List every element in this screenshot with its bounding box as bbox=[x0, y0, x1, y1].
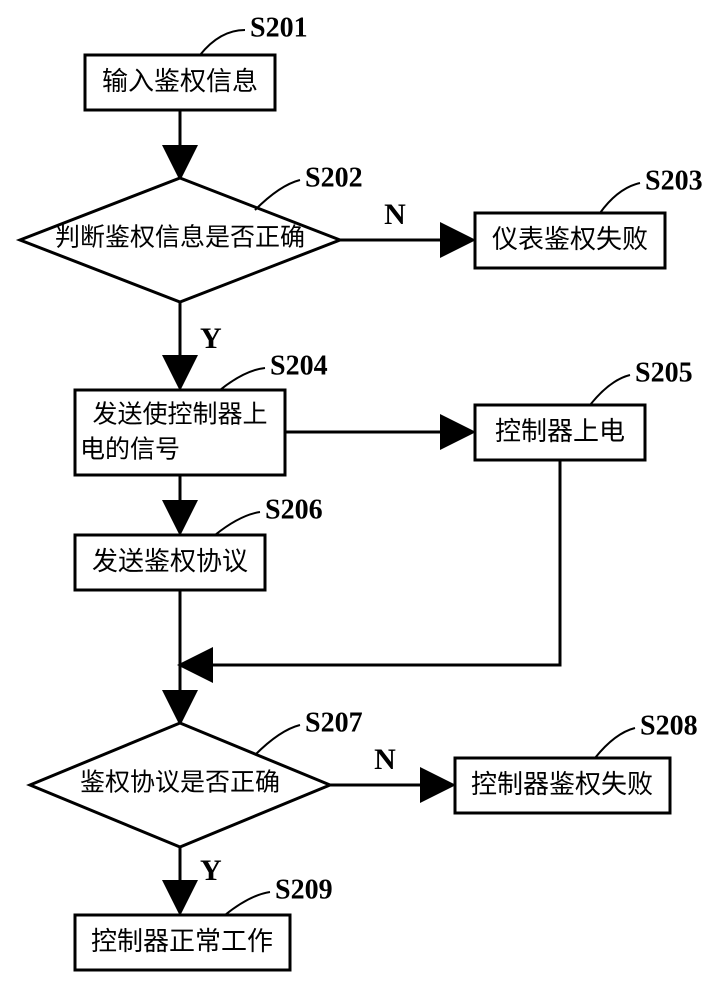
branch-s202-yes: Y bbox=[200, 322, 222, 355]
leader-s205 bbox=[590, 375, 630, 405]
node-s208-label: 控制器鉴权失败 bbox=[471, 770, 653, 799]
leader-s201 bbox=[200, 30, 245, 55]
step-s205: S205 bbox=[635, 357, 693, 388]
step-s201: S201 bbox=[250, 12, 308, 43]
branch-s207-yes: Y bbox=[200, 854, 222, 887]
node-s204-label-1: 发送使控制器上 bbox=[92, 401, 267, 429]
leader-s207 bbox=[255, 725, 300, 755]
leader-s204 bbox=[220, 368, 265, 390]
node-s207-label: 鉴权协议是否正确 bbox=[80, 769, 280, 797]
leader-s203 bbox=[600, 183, 640, 213]
node-s206-label: 发送鉴权协议 bbox=[92, 547, 248, 576]
leader-s208 bbox=[595, 728, 635, 758]
branch-s207-no: N bbox=[374, 743, 396, 776]
flowchart-canvas: 输入鉴权信息 S201 判断鉴权信息是否正确 S202 N 仪表鉴权失败 S20… bbox=[0, 0, 711, 1000]
node-s209-label: 控制器正常工作 bbox=[91, 927, 273, 956]
branch-s202-no: N bbox=[384, 198, 406, 231]
leader-s209 bbox=[225, 892, 270, 915]
step-s203: S203 bbox=[645, 165, 703, 196]
leader-s206 bbox=[215, 512, 260, 535]
node-s204-label-2: 电的信号 bbox=[80, 436, 180, 464]
node-s201-label: 输入鉴权信息 bbox=[102, 67, 258, 96]
step-s209: S209 bbox=[275, 874, 333, 905]
step-s207: S207 bbox=[305, 707, 363, 738]
node-s205-label: 控制器上电 bbox=[495, 417, 625, 446]
node-s202-label: 判断鉴权信息是否正确 bbox=[55, 224, 305, 252]
node-s203-label: 仪表鉴权失败 bbox=[492, 225, 648, 254]
step-s204: S204 bbox=[270, 350, 328, 381]
leader-s202 bbox=[255, 180, 300, 210]
step-s206: S206 bbox=[265, 494, 323, 525]
step-s208: S208 bbox=[640, 710, 698, 741]
step-s202: S202 bbox=[305, 162, 363, 193]
